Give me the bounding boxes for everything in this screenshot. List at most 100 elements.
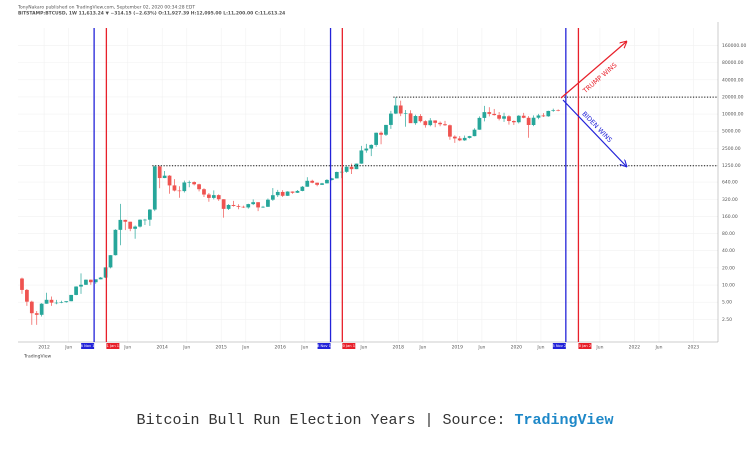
candle-body xyxy=(290,191,295,193)
candle-body xyxy=(379,132,383,135)
candle-body xyxy=(231,204,236,206)
x-tick-label: 2014 xyxy=(156,345,168,351)
y-tick-label: 10000.00 xyxy=(722,112,744,118)
candle-body xyxy=(408,113,413,124)
x-tick-label: Jun xyxy=(654,345,662,351)
candle-body xyxy=(354,163,359,170)
y-tick-label: 40000.00 xyxy=(722,77,744,83)
annotation: BIDEN WINS xyxy=(580,110,613,144)
candle-body xyxy=(270,195,275,200)
candle-body xyxy=(128,221,133,229)
candle-body xyxy=(59,302,64,303)
candle-body xyxy=(551,110,556,111)
candle-body xyxy=(556,110,561,111)
candle-body xyxy=(423,121,428,126)
x-tick-label: 2023 xyxy=(688,345,700,351)
candle-body xyxy=(330,178,334,180)
candle-body xyxy=(369,144,374,149)
candle-body xyxy=(536,115,541,118)
x-tick-label: 2020 xyxy=(511,345,523,351)
candle-body xyxy=(305,180,310,187)
candle-body xyxy=(310,180,315,183)
candle-body xyxy=(211,195,216,198)
x-tick-label: 2019 xyxy=(452,345,464,351)
candle-body xyxy=(393,105,398,114)
candle-body xyxy=(88,279,93,283)
annotation: TRUMP WINS xyxy=(581,61,619,95)
candle-body xyxy=(44,299,49,304)
candle-body xyxy=(295,190,300,193)
event-label-box xyxy=(106,343,120,349)
candle-body xyxy=(428,120,433,126)
candle-body xyxy=(413,116,418,124)
candle-body xyxy=(487,112,492,114)
x-tick-label: Jun xyxy=(64,345,72,351)
candle-body xyxy=(192,182,197,185)
candle-body xyxy=(84,279,88,285)
event-label-box xyxy=(81,343,95,349)
y-tick-label: 160.00 xyxy=(722,214,738,220)
candle-body xyxy=(49,299,54,303)
candle-body xyxy=(241,206,246,208)
candle-body xyxy=(251,202,256,205)
candle-body xyxy=(315,182,319,185)
candle-body xyxy=(29,301,34,314)
candle-body xyxy=(167,175,172,186)
x-tick-label: Jun xyxy=(359,345,367,351)
brand: TradingView xyxy=(23,354,52,360)
event-label: 21 Jan 13 xyxy=(104,344,121,348)
candle-body xyxy=(541,115,546,117)
candle-body xyxy=(143,219,147,221)
y-tick-label: 640.00 xyxy=(722,180,738,186)
candle-body xyxy=(531,117,536,126)
candle-body xyxy=(374,132,379,145)
candle-body xyxy=(492,113,497,116)
header-line: TonyNakaro published on TradingView.com,… xyxy=(17,5,195,11)
candle-body xyxy=(364,148,369,151)
candle-body xyxy=(448,125,452,137)
candle-body xyxy=(108,255,113,268)
candle-body xyxy=(403,113,408,114)
arrow xyxy=(562,99,626,166)
candle-body xyxy=(359,150,364,164)
x-tick-label: Jun xyxy=(123,345,131,351)
candle-body xyxy=(497,115,501,119)
candle-body xyxy=(152,166,157,210)
candle-body xyxy=(216,195,221,200)
candle-body xyxy=(325,179,329,184)
event-label-box xyxy=(317,343,331,349)
x-tick-label: Jun xyxy=(182,345,190,351)
y-tick-label: 10.00 xyxy=(722,283,735,289)
candle-body xyxy=(202,189,206,195)
candle-body xyxy=(452,136,457,139)
y-tick-label: 20.00 xyxy=(722,265,735,271)
x-tick-label: Jun xyxy=(300,345,308,351)
candle-body xyxy=(148,209,152,220)
candle-body xyxy=(177,190,182,192)
candle-body xyxy=(546,110,551,117)
candle-body xyxy=(477,117,482,130)
candle-body xyxy=(103,267,108,278)
y-tick-label: 5000.00 xyxy=(722,129,741,135)
event-label-box xyxy=(552,343,566,349)
candle-body xyxy=(133,226,137,229)
candle-body xyxy=(384,124,388,135)
candle-body xyxy=(187,182,192,183)
candle-body xyxy=(467,136,472,138)
x-tick-label: Jun xyxy=(536,345,544,351)
event-label-box xyxy=(342,343,356,349)
candle-body xyxy=(349,166,354,170)
candle-body xyxy=(246,204,251,208)
candle-body xyxy=(266,199,270,207)
candle-body xyxy=(34,313,39,315)
candle-body xyxy=(280,191,285,196)
candle-body xyxy=(162,175,167,179)
candle-body xyxy=(320,183,324,185)
candle-body xyxy=(93,279,98,283)
candle-body xyxy=(462,137,467,141)
candle-body xyxy=(113,229,118,256)
candle-body xyxy=(398,105,403,114)
candle-body xyxy=(275,191,280,196)
